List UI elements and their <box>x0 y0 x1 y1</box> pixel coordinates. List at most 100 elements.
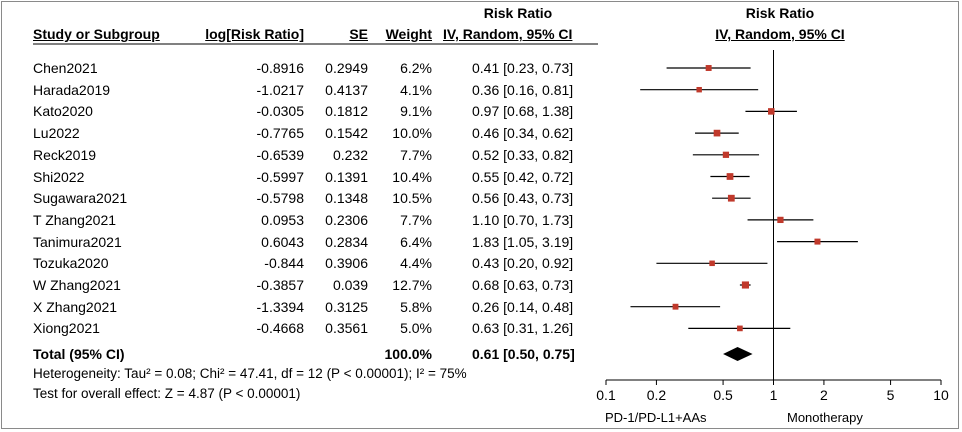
study-name: Sugawara2021 <box>33 190 128 207</box>
col-header-study: Study or Subgroup <box>33 26 160 42</box>
x-axis-tick-label: 1 <box>770 387 778 403</box>
study-logrr: 0.6043 <box>261 233 304 250</box>
study-logrr: -1.0217 <box>256 81 304 98</box>
x-axis-tick-label: 0.5 <box>713 387 733 403</box>
study-logrr: -0.844 <box>264 255 304 272</box>
study-logrr: -0.8916 <box>256 60 304 76</box>
study-name: Reck2019 <box>33 146 97 163</box>
col-header-ci: IV, Random, 95% CI <box>443 26 573 42</box>
study-se: 0.2306 <box>325 211 368 228</box>
overall-effect-text: Test for overall effect: Z = 4.87 (P < 0… <box>33 386 301 401</box>
study-name: Tanimura2021 <box>33 233 122 250</box>
study-logrr: -1.3394 <box>256 298 304 315</box>
study-name: Lu2022 <box>33 125 80 142</box>
study-name: W Zhang2021 <box>33 277 121 293</box>
total-ci: 0.61 [0.50, 0.75] <box>472 346 575 362</box>
x-axis-tick-label: 10 <box>933 387 949 403</box>
study-point-square <box>777 216 784 224</box>
study-se: 0.1542 <box>325 125 368 142</box>
col-header-plot: IV, Random, 95% CI <box>715 26 845 42</box>
study-weight: 6.4% <box>400 233 432 250</box>
study-weight: 6.2% <box>400 60 432 76</box>
header-risk-ratio-left: Risk Ratio <box>483 5 553 21</box>
study-weight: 7.7% <box>400 211 432 228</box>
study-point-square <box>696 86 702 93</box>
study-weight: 7.7% <box>400 146 432 163</box>
study-ci: 0.68 [0.63, 0.73] <box>472 277 574 293</box>
study-se: 0.1812 <box>325 103 368 120</box>
study-weight: 10.4% <box>392 168 432 185</box>
study-logrr: -0.7765 <box>256 125 304 142</box>
study-se: 0.232 <box>332 146 368 163</box>
study-ci: 0.46 [0.34, 0.62] <box>472 125 574 142</box>
x-axis-tick-label: 5 <box>887 387 895 403</box>
header-risk-ratio-right: Risk Ratio <box>745 5 815 21</box>
study-name: Harada2019 <box>33 81 111 98</box>
study-logrr: -0.5997 <box>256 168 304 185</box>
study-se: 0.2949 <box>325 60 368 76</box>
study-se: 0.3125 <box>325 298 368 315</box>
study-weight: 5.0% <box>400 320 432 337</box>
study-se: 0.2834 <box>325 233 368 250</box>
study-name: Tozuka2020 <box>33 255 109 272</box>
study-point-square <box>737 325 743 332</box>
study-logrr: -0.4668 <box>256 320 304 337</box>
study-se: 0.039 <box>332 277 368 293</box>
study-point-square <box>741 281 750 289</box>
study-name: Chen2021 <box>33 60 98 76</box>
total-label: Total (95% CI) <box>33 346 125 362</box>
study-ci: 0.97 [0.68, 1.38] <box>472 103 574 120</box>
study-point-square <box>709 260 715 267</box>
x-axis-tick-label: 2 <box>820 387 828 403</box>
study-point-square <box>713 129 721 137</box>
x-axis-tick-label: 0.1 <box>596 387 616 403</box>
col-header-weight: Weight <box>385 26 432 42</box>
study-name: Xiong2021 <box>33 320 100 337</box>
study-se: 0.3561 <box>325 320 368 337</box>
study-ci: 0.43 [0.20, 0.92] <box>472 255 574 272</box>
study-weight: 4.4% <box>400 255 432 272</box>
study-se: 0.4137 <box>325 81 368 98</box>
study-weight: 10.5% <box>392 190 432 207</box>
study-point-square <box>768 108 775 115</box>
study-logrr: -0.6539 <box>256 146 304 163</box>
study-ci: 1.83 [1.05, 3.19] <box>472 233 574 250</box>
col-header-se: SE <box>349 26 368 42</box>
study-ci: 0.56 [0.43, 0.73] <box>472 190 574 207</box>
study-logrr: -0.0305 <box>256 103 304 120</box>
study-weight: 5.8% <box>400 298 432 315</box>
heterogeneity-text: Heterogeneity: Tau² = 0.08; Chi² = 47.41… <box>33 366 467 381</box>
study-ci: 0.55 [0.42, 0.72] <box>472 168 574 185</box>
study-ci: 0.63 [0.31, 1.26] <box>472 320 574 337</box>
study-se: 0.3906 <box>325 255 368 272</box>
study-logrr: -0.5798 <box>256 190 304 207</box>
study-se: 0.1348 <box>325 190 368 207</box>
study-logrr: 0.0953 <box>261 211 304 228</box>
study-ci: 0.36 [0.16, 0.81] <box>472 81 574 98</box>
study-point-square <box>722 151 730 158</box>
x-axis-tick-label: 0.2 <box>647 387 667 403</box>
study-weight: 4.1% <box>400 81 432 98</box>
study-ci: 0.26 [0.14, 0.48] <box>472 298 574 315</box>
study-point-square <box>727 194 735 202</box>
study-point-square <box>726 173 734 180</box>
study-ci: 0.52 [0.33, 0.82] <box>472 146 574 163</box>
study-name: X Zhang2021 <box>33 298 118 315</box>
pooled-diamond <box>723 347 753 361</box>
study-point-square <box>705 65 712 71</box>
study-weight: 12.7% <box>392 277 432 293</box>
study-point-square <box>814 238 821 245</box>
study-weight: 9.1% <box>400 103 432 120</box>
col-header-logrr: log[Risk Ratio] <box>205 26 304 42</box>
study-name: T Zhang2021 <box>33 211 117 228</box>
study-name: Shi2022 <box>33 168 85 185</box>
favours-left-label: PD-1/PD-L1+AAs <box>605 410 707 425</box>
study-name: Kato2020 <box>33 103 93 120</box>
total-weight: 100.0% <box>384 346 432 362</box>
study-se: 0.1391 <box>325 168 368 185</box>
favours-right-label: Monotherapy <box>787 410 863 425</box>
study-ci: 1.10 [0.70, 1.73] <box>472 211 574 228</box>
study-weight: 10.0% <box>392 125 432 142</box>
